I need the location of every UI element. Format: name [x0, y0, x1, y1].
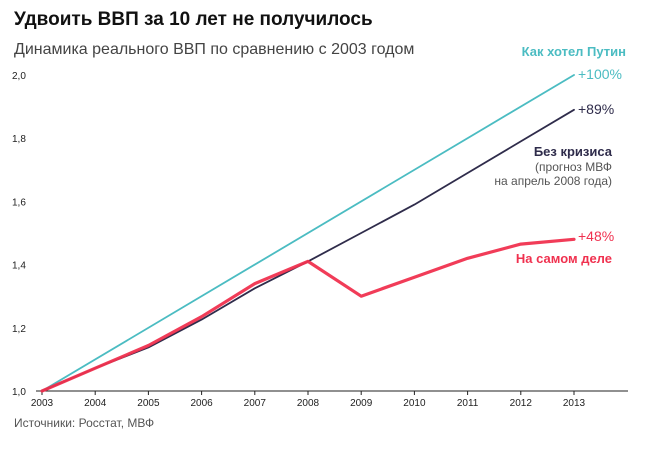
y-tick-label: 2,0: [12, 71, 26, 82]
forecast-series-name: Без кризиса: [534, 144, 613, 159]
chart-title: Удвоить ВВП за 10 лет не получилось: [14, 9, 373, 30]
y-tick-label: 1,4: [12, 261, 26, 272]
x-tick-label: 2003: [31, 398, 54, 409]
y-tick-label: 1,6: [12, 197, 26, 208]
y-tick-label: 1,8: [12, 134, 26, 145]
target-line: [41, 74, 575, 392]
target-series-name: Как хотел Путин: [522, 44, 626, 59]
actual-end-label: +48%: [578, 228, 614, 244]
y-tick-label: 1,2: [12, 324, 26, 335]
forecast-note: на апрель 2008 года): [494, 174, 612, 188]
chart-subtitle: Динамика реального ВВП по сравнению с 20…: [14, 41, 415, 58]
forecast-end-label: +89%: [578, 101, 614, 117]
actual-line: [40, 237, 576, 393]
x-tick-label: 2011: [457, 398, 479, 409]
actual-series-name: На самом деле: [516, 251, 612, 266]
forecast-note: (прогноз МВФ: [535, 160, 612, 174]
x-tick-label: 2010: [403, 398, 426, 409]
source-note: Источники: Росстат, МВФ: [14, 416, 155, 430]
x-tick-label: 2004: [84, 398, 107, 409]
x-tick-label: 2012: [510, 398, 533, 409]
x-tick-label: 2008: [297, 398, 320, 409]
x-tick-label: 2007: [244, 398, 267, 409]
x-tick-label: 2013: [563, 398, 586, 409]
target-end-label: +100%: [578, 66, 622, 82]
y-tick-label: 1,0: [12, 387, 26, 398]
x-tick-label: 2005: [137, 398, 160, 409]
x-tick-label: 2006: [190, 398, 213, 409]
x-tick-label: 2009: [350, 398, 373, 409]
